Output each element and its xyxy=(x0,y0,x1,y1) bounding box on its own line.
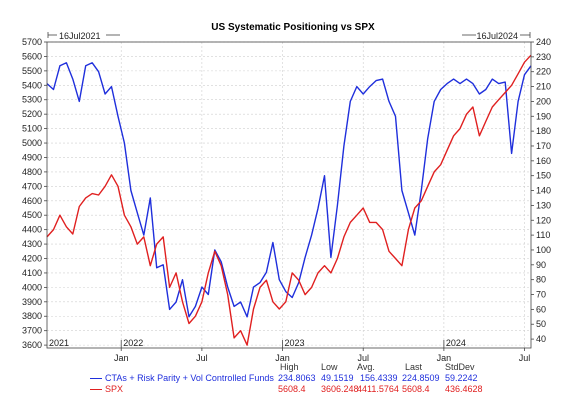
y-right-tick-label: 180 xyxy=(536,126,551,136)
y-left-tick-label: 4700 xyxy=(22,181,42,191)
ticks: 3600 3700 3800 3900 4000 4100 4200 4300 4400 4500… xyxy=(22,32,551,363)
grid xyxy=(47,41,531,348)
legend-line-spx xyxy=(90,389,102,390)
x-month-label: Jan xyxy=(275,353,290,363)
y-left-tick-label: 4000 xyxy=(22,282,42,292)
stat-cta-stddev: 59.2242 xyxy=(445,373,478,383)
y-right-tick-label: 170 xyxy=(536,141,551,151)
stat-spx-high: 5608.4 xyxy=(278,384,306,394)
y-left-tick-label: 5500 xyxy=(22,66,42,76)
chart-title: US Systematic Positioning vs SPX xyxy=(211,22,375,33)
y-right-tick-label: 120 xyxy=(536,215,551,225)
stats-header-low: Low xyxy=(321,362,338,372)
stats-header-stddev: StdDev xyxy=(445,362,475,372)
series-line-cta xyxy=(46,62,532,318)
plot-frame xyxy=(46,41,532,349)
y-right-tick-label: 80 xyxy=(536,275,546,285)
stat-spx-stddev: 436.4628 xyxy=(445,384,483,394)
y-right-tick-label: 40 xyxy=(536,334,546,344)
stats-header-last: Last xyxy=(405,362,423,372)
y-left-tick-label: 5200 xyxy=(22,109,42,119)
y-left-tick-label: 5700 xyxy=(22,37,42,47)
stat-cta-low: 49.1519 xyxy=(321,373,354,383)
y-left-tick-label: 4900 xyxy=(22,152,42,162)
y-right-tick-label: 50 xyxy=(536,319,546,329)
x-month-label: Jul xyxy=(357,353,369,363)
start-date-label: 16Jul2021 xyxy=(59,31,101,41)
y-right-tick-label: 110 xyxy=(536,230,550,240)
stat-spx-low: 3606.248 xyxy=(321,384,359,394)
y-right-tick-label: 60 xyxy=(536,304,546,314)
y-left-tick-label: 3600 xyxy=(22,340,42,350)
y-right-tick-label: 200 xyxy=(536,96,551,106)
x-year-label: 2022 xyxy=(123,338,143,348)
y-right-tick-label: 190 xyxy=(536,111,551,121)
y-right-tick-label: 210 xyxy=(536,82,551,92)
x-year-label: 2024 xyxy=(446,338,466,348)
stats-header-high: High xyxy=(280,362,299,372)
y-left-tick-label: 5100 xyxy=(22,124,42,134)
y-left-tick-label: 4100 xyxy=(22,268,42,278)
end-date-label: 16Jul2024 xyxy=(476,31,518,41)
series-line-spx xyxy=(46,54,532,346)
x-month-label: Jul xyxy=(519,353,531,363)
y-left-tick-label: 4500 xyxy=(22,210,42,220)
y-right-tick-label: 90 xyxy=(536,260,546,270)
y-left-tick-label: 4800 xyxy=(22,167,42,177)
legend-label-cta: CTAs + Risk Parity + Vol Controlled Fund… xyxy=(105,373,274,383)
x-year-label: 2023 xyxy=(285,338,305,348)
x-month-label: Jan xyxy=(437,353,452,363)
stats-table: High Low Avg. Last StdDev CTAs + Risk Pa… xyxy=(0,358,587,400)
y-left-tick-label: 5300 xyxy=(22,95,42,105)
y-left-tick-label: 3900 xyxy=(22,297,42,307)
legend-line-cta xyxy=(90,378,102,379)
stat-spx-avg: 4411.5764 xyxy=(357,384,399,394)
y-left-tick-label: 4200 xyxy=(22,254,42,264)
y-right-tick-label: 230 xyxy=(536,52,551,62)
y-right-tick-label: 130 xyxy=(536,200,551,210)
y-right-tick-label: 150 xyxy=(536,171,551,181)
x-year-label: 2021 xyxy=(49,338,69,348)
stat-spx-last: 5608.4 xyxy=(402,384,430,394)
legend-label-spx: SPX xyxy=(105,384,124,394)
stats-header-avg: Avg. xyxy=(357,362,375,372)
y-right-tick-label: 160 xyxy=(536,156,551,166)
y-left-tick-label: 4600 xyxy=(22,196,42,206)
y-right-tick-label: 140 xyxy=(536,186,551,196)
y-left-tick-label: 5600 xyxy=(22,51,42,61)
y-left-tick-label: 5000 xyxy=(22,138,42,148)
y-right-tick-label: 70 xyxy=(536,290,546,300)
y-right-tick-label: 100 xyxy=(536,245,551,255)
series-layer xyxy=(46,54,532,346)
stat-cta-last: 224.8509 xyxy=(402,373,440,383)
y-left-tick-label: 3700 xyxy=(22,326,42,336)
y-left-tick-label: 5400 xyxy=(22,80,42,90)
y-left-tick-label: 4300 xyxy=(22,239,42,249)
stat-cta-high: 234.8063 xyxy=(278,373,316,383)
x-month-label: Jul xyxy=(196,353,208,363)
stat-cta-avg: 156.4339 xyxy=(360,373,398,383)
y-left-tick-label: 3800 xyxy=(22,311,42,321)
y-left-tick-label: 4400 xyxy=(22,225,42,235)
x-month-label: Jan xyxy=(114,353,129,363)
y-right-tick-label: 220 xyxy=(536,67,551,77)
y-right-tick-label: 240 xyxy=(536,37,551,47)
